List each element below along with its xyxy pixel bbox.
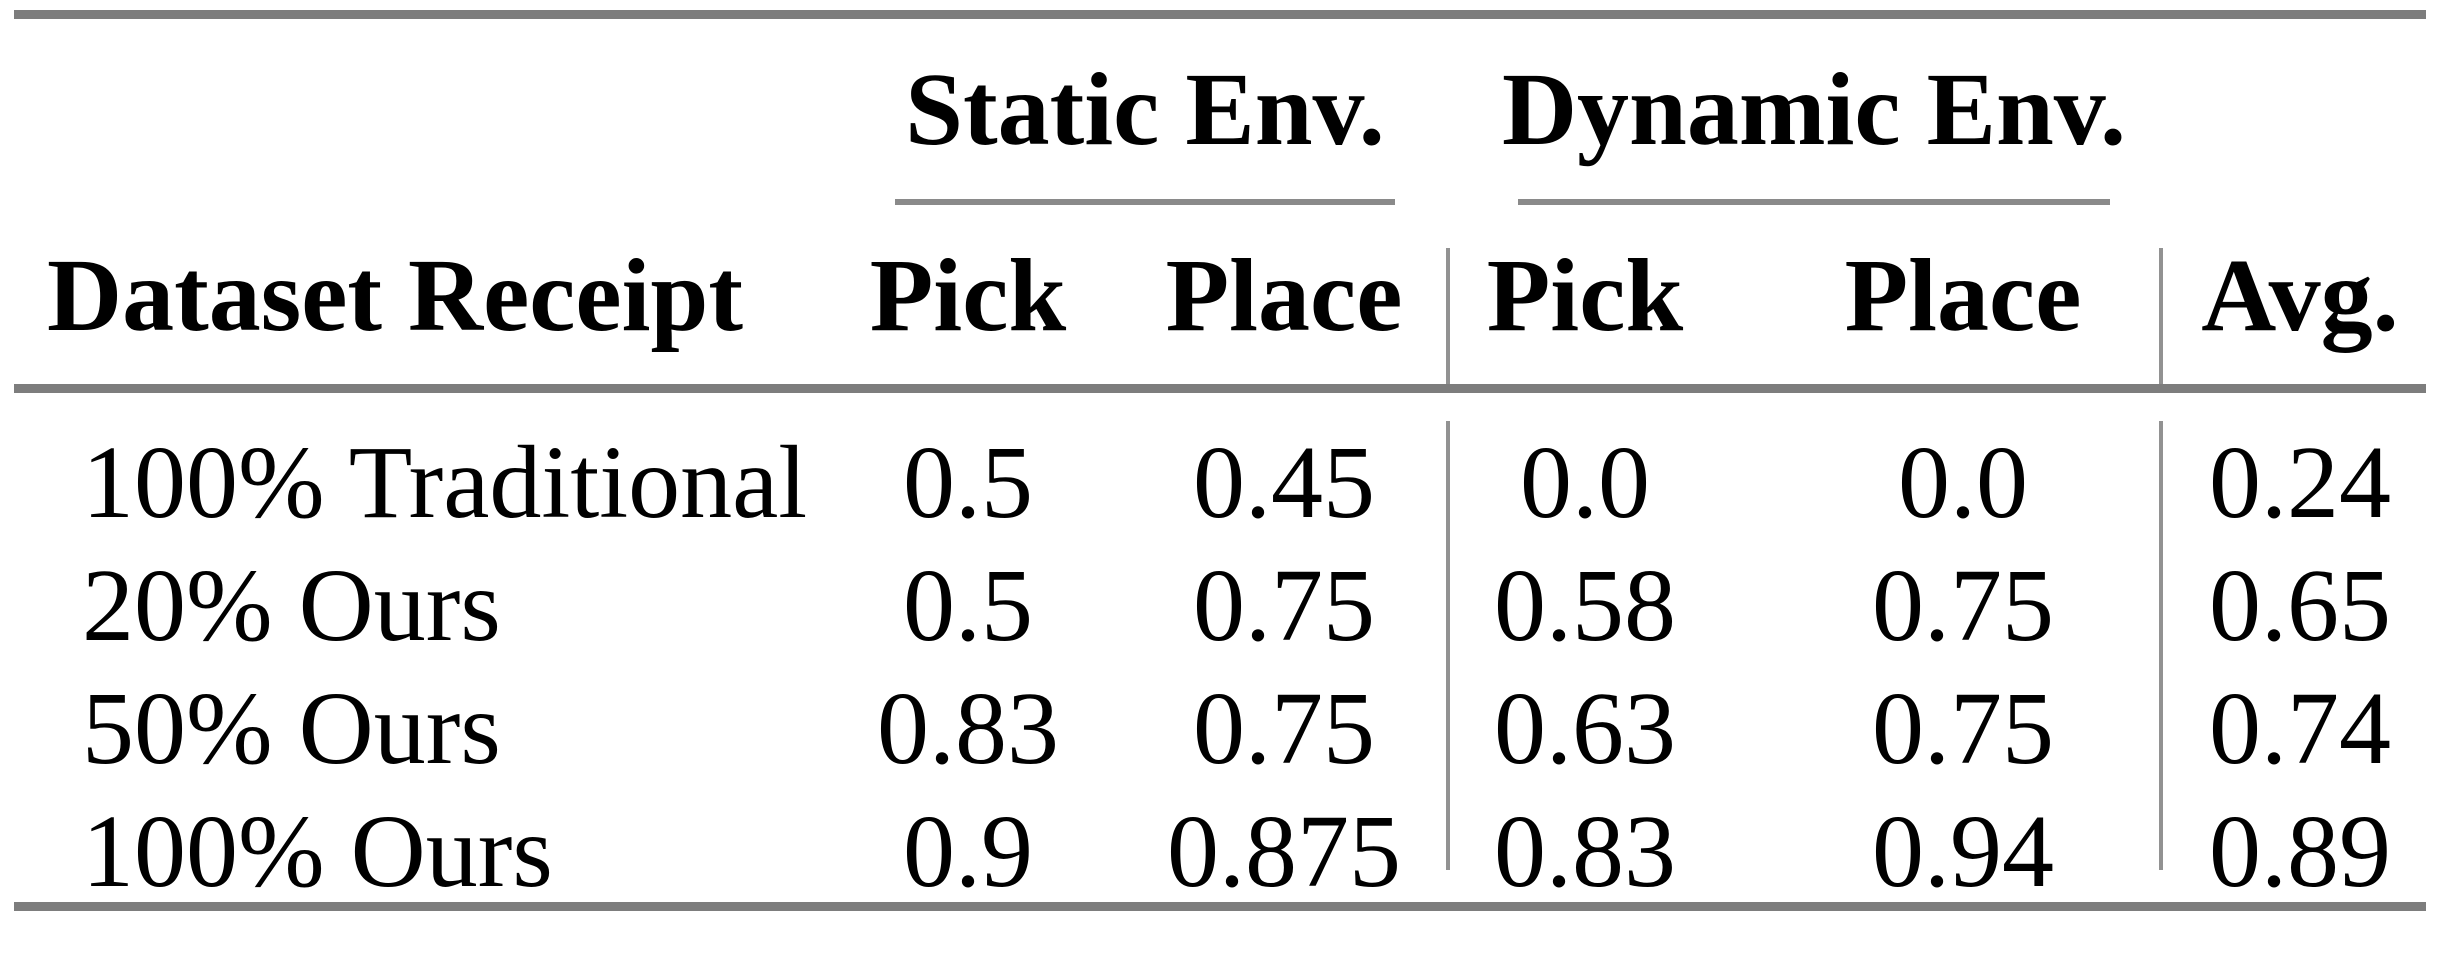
- table-row: 100% Traditional 0.5 0.45 0.0 0.0 0.24: [0, 421, 2440, 544]
- vertical-rule-static-dynamic-header: [1446, 248, 1450, 384]
- dynamic-env-group-header: Dynamic Env.: [1501, 52, 2127, 167]
- column-header-avg: Avg.: [2201, 238, 2399, 353]
- column-header-dynamic-place: Place: [1844, 238, 2082, 353]
- table-row: 50% Ours 0.83 0.75 0.63 0.75 0.74: [0, 667, 2440, 790]
- table-row: 20% Ours 0.5 0.75 0.58 0.75 0.65: [0, 544, 2440, 667]
- cell-dynamic-pick: 0.0: [1520, 424, 1650, 540]
- cell-static-place: 0.75: [1193, 670, 1375, 786]
- group-header-row: Static Env. Dynamic Env.: [0, 45, 2440, 175]
- cell-avg: 0.65: [2209, 547, 2391, 663]
- bottom-rule: [14, 902, 2426, 911]
- cell-static-place: 0.75: [1193, 547, 1375, 663]
- cell-static-pick: 0.9: [903, 793, 1033, 909]
- cell-dynamic-pick: 0.58: [1494, 547, 1676, 663]
- vertical-rule-dynamic-avg-header: [2159, 248, 2163, 384]
- dynamic-env-underline: [1518, 199, 2110, 205]
- table-row: 100% Ours 0.9 0.875 0.83 0.94 0.89: [0, 790, 2440, 913]
- column-header-row: Dataset Receipt Pick Place Pick Place Av…: [0, 234, 2440, 358]
- cell-static-pick: 0.5: [903, 424, 1033, 540]
- column-header-dataset-receipt: Dataset Receipt: [47, 238, 743, 353]
- cell-static-place: 0.875: [1167, 793, 1401, 909]
- cell-dynamic-place: 0.75: [1872, 670, 2054, 786]
- cell-dynamic-pick: 0.83: [1494, 793, 1676, 909]
- column-header-static-pick: Pick: [869, 238, 1067, 353]
- vertical-rule-dynamic-avg-body: [2159, 421, 2163, 870]
- cell-static-pick: 0.5: [903, 547, 1033, 663]
- cell-static-pick: 0.83: [877, 670, 1059, 786]
- column-header-dynamic-pick: Pick: [1486, 238, 1684, 353]
- row-label: 100% Ours: [82, 793, 553, 909]
- row-label: 20% Ours: [82, 547, 501, 663]
- cell-dynamic-place: 0.0: [1898, 424, 2028, 540]
- vertical-rule-static-dynamic-body: [1446, 421, 1450, 870]
- cell-dynamic-place: 0.75: [1872, 547, 2054, 663]
- top-rule: [14, 10, 2426, 19]
- column-header-static-place: Place: [1165, 238, 1403, 353]
- row-label: 50% Ours: [82, 670, 501, 786]
- mid-rule: [14, 384, 2426, 393]
- cell-dynamic-place: 0.94: [1872, 793, 2054, 909]
- cell-avg: 0.24: [2209, 424, 2391, 540]
- static-env-underline: [895, 199, 1395, 205]
- cell-avg: 0.74: [2209, 670, 2391, 786]
- static-env-group-header: Static Env.: [905, 52, 1385, 167]
- row-label: 100% Traditional: [82, 424, 808, 540]
- cell-static-place: 0.45: [1193, 424, 1375, 540]
- cell-dynamic-pick: 0.63: [1494, 670, 1676, 786]
- cell-avg: 0.89: [2209, 793, 2391, 909]
